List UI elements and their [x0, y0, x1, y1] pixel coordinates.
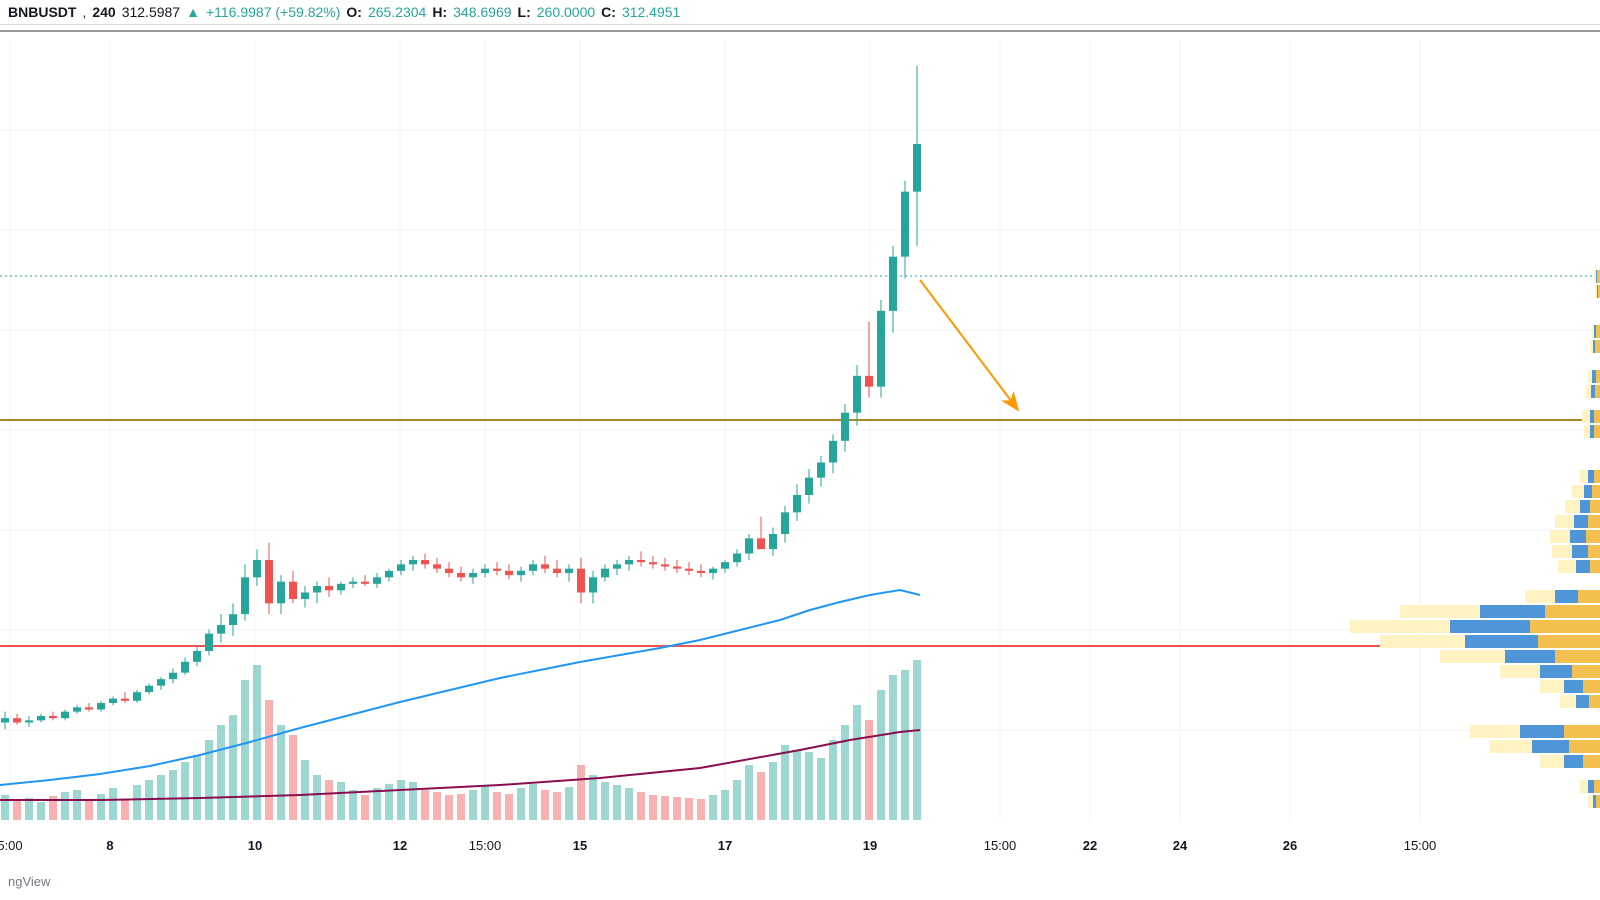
svg-text:15:00: 15:00 — [469, 838, 502, 853]
low-label: L: — [518, 4, 531, 20]
svg-text:22: 22 — [1083, 838, 1097, 853]
chart-header: BNBUSDT , 240 312.5987 ▲ +116.9987 (+59.… — [0, 0, 1600, 25]
svg-text:15:00: 15:00 — [984, 838, 1017, 853]
svg-text:26: 26 — [1283, 838, 1297, 853]
open-value: 265.2304 — [368, 4, 426, 20]
high-label: H: — [432, 4, 447, 20]
svg-text:24: 24 — [1173, 838, 1188, 853]
high-value: 348.6969 — [453, 4, 511, 20]
last-price: 312.5987 — [122, 4, 180, 20]
watermark: ngView — [8, 874, 50, 889]
price-chart[interactable]: 5:00 8 10 12 15:00 15 17 19 15:00 22 24 26 15:00 — [0, 30, 1600, 870]
svg-text:10: 10 — [248, 838, 262, 853]
open-label: O: — [346, 4, 362, 20]
svg-text:5:00: 5:00 — [0, 838, 23, 853]
chart-footer: ngView — [0, 870, 1600, 900]
timeframe-label[interactable]: 240 — [92, 4, 115, 20]
svg-text:19: 19 — [863, 838, 877, 853]
low-value: 260.0000 — [537, 4, 595, 20]
svg-text:8: 8 — [106, 838, 113, 853]
close-label: C: — [601, 4, 616, 20]
price-change: +116.9987 (+59.82%) — [206, 4, 340, 20]
svg-text:17: 17 — [718, 838, 732, 853]
close-value: 312.4951 — [622, 4, 680, 20]
svg-text:15: 15 — [573, 838, 587, 853]
up-arrow-icon: ▲ — [186, 4, 200, 20]
chart-area[interactable]: 5:00 8 10 12 15:00 15 17 19 15:00 22 24 26 15:00 — [0, 30, 1600, 870]
svg-text:12: 12 — [393, 838, 407, 853]
symbol-label[interactable]: BNBUSDT — [8, 4, 76, 20]
svg-text:15:00: 15:00 — [1404, 838, 1437, 853]
